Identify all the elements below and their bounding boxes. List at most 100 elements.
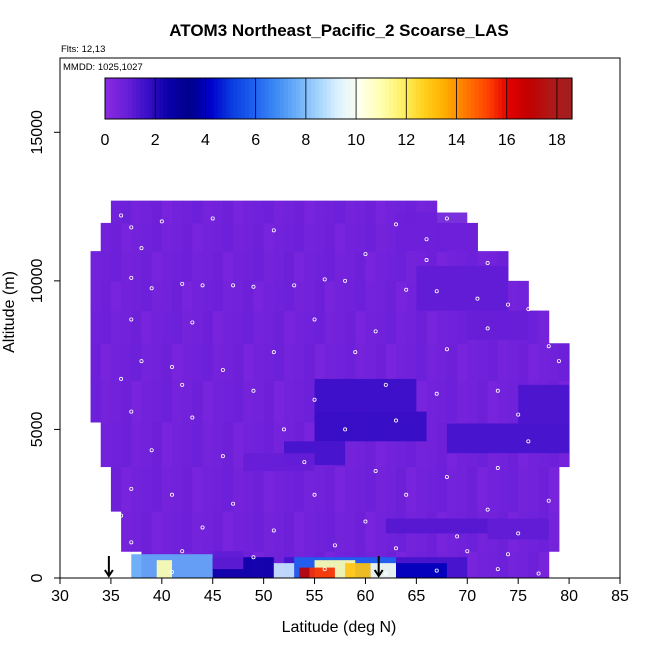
heat-cell (233, 422, 244, 468)
colorbar-tick-label: 0 (101, 132, 110, 149)
colorbar-segment (521, 78, 526, 119)
heat-cell (436, 466, 448, 512)
heat-cell (375, 422, 387, 468)
flight-point (393, 222, 398, 227)
colorbar-segment (213, 78, 219, 119)
heat-cell (314, 251, 326, 282)
heat-cell (222, 422, 234, 468)
flight-point (363, 519, 368, 524)
heat-cell (406, 200, 417, 224)
heat-cell (151, 200, 163, 224)
flight-point (546, 498, 551, 503)
colorbar-segment (108, 78, 114, 119)
heat-cell (131, 466, 142, 512)
colorbar-segment (178, 78, 184, 119)
y-axis-label: Altitude (m) (1, 271, 18, 353)
colorbar-segment (529, 78, 534, 119)
heat-cell (121, 466, 132, 512)
heat-cell (518, 343, 529, 381)
heat-cell (121, 310, 132, 344)
heat-cell (457, 466, 468, 512)
heat-cell (334, 280, 346, 312)
heat-cell (467, 343, 478, 381)
flight-point (169, 492, 174, 497)
heat-cell (100, 280, 112, 312)
flight-point (383, 382, 388, 387)
heat-cell (161, 251, 173, 282)
colorbar-segment (206, 78, 211, 119)
heat-cell (457, 343, 468, 381)
heat-cell (477, 551, 489, 579)
heat-cell (182, 422, 193, 468)
heat-cell (314, 466, 326, 512)
heat-cell (426, 380, 438, 423)
heat-cell (355, 200, 366, 224)
flight-point (139, 246, 144, 251)
heat-cell (416, 380, 428, 423)
colorbar-segment (330, 78, 336, 119)
colorbar-segment (237, 78, 242, 119)
heat-cell (436, 343, 448, 381)
heat-cell (365, 343, 377, 381)
colorbar-tick-label: 6 (251, 132, 260, 149)
colorbar-segment (412, 78, 417, 119)
heat-cell (131, 280, 142, 312)
x-tick-label: 30 (51, 588, 69, 605)
heat-cell (324, 466, 336, 512)
colorbar-segment (447, 78, 452, 119)
heat-cell (538, 466, 550, 512)
heat-cell (233, 222, 244, 252)
heat-cell (273, 251, 285, 282)
heat-feature (243, 453, 315, 472)
heat-cell (243, 251, 254, 282)
heat-cell (497, 343, 509, 381)
colorbar-segment (369, 78, 375, 119)
y-axis: 0 5000 10000 15000 (29, 110, 60, 582)
flight-point (210, 216, 215, 221)
heat-cell (182, 251, 193, 282)
heat-cell (253, 466, 265, 512)
flight-point (526, 439, 531, 444)
heat-cell (110, 343, 122, 381)
flight-point (159, 219, 164, 224)
colorbar-segment (245, 78, 250, 119)
colorbar-segment (560, 78, 565, 119)
heat-cell (192, 466, 204, 512)
colorbar-segment (470, 78, 476, 119)
heat-cell (121, 200, 132, 224)
heat-feature (396, 563, 447, 578)
heat-cell (172, 222, 183, 252)
heat-cell (222, 380, 234, 423)
heat-cell (121, 511, 132, 552)
heat-cell (253, 511, 265, 552)
flight-point (495, 466, 500, 471)
heat-cell (334, 251, 346, 282)
heat-cell (90, 280, 102, 312)
colorbar-segment (420, 78, 425, 119)
heat-cell (121, 280, 132, 312)
flight-point (424, 237, 429, 242)
flight-point (404, 492, 409, 497)
heat-cell (233, 200, 244, 224)
heat-cell (253, 222, 265, 252)
flight-point (363, 252, 368, 257)
heat-cell (416, 200, 428, 224)
heat-cell (385, 466, 397, 512)
colorbar-segment (357, 78, 363, 119)
heat-cell (222, 310, 234, 344)
colorbar-segment (112, 78, 118, 119)
heat-cell (375, 280, 387, 312)
heat-cell (396, 251, 407, 282)
heat-cell (141, 251, 153, 282)
heat-cell (467, 380, 478, 423)
x-tick-label: 80 (560, 588, 578, 605)
heat-cell (161, 466, 173, 512)
colorbar-segment (439, 78, 445, 119)
heat-cell (273, 511, 285, 552)
colorbar-tick-label: 14 (448, 132, 466, 149)
heat-cell (385, 222, 397, 252)
heat-cell (406, 310, 417, 344)
flight-point (353, 350, 358, 355)
colorbar-segment (459, 78, 464, 119)
flight-point (129, 275, 134, 280)
